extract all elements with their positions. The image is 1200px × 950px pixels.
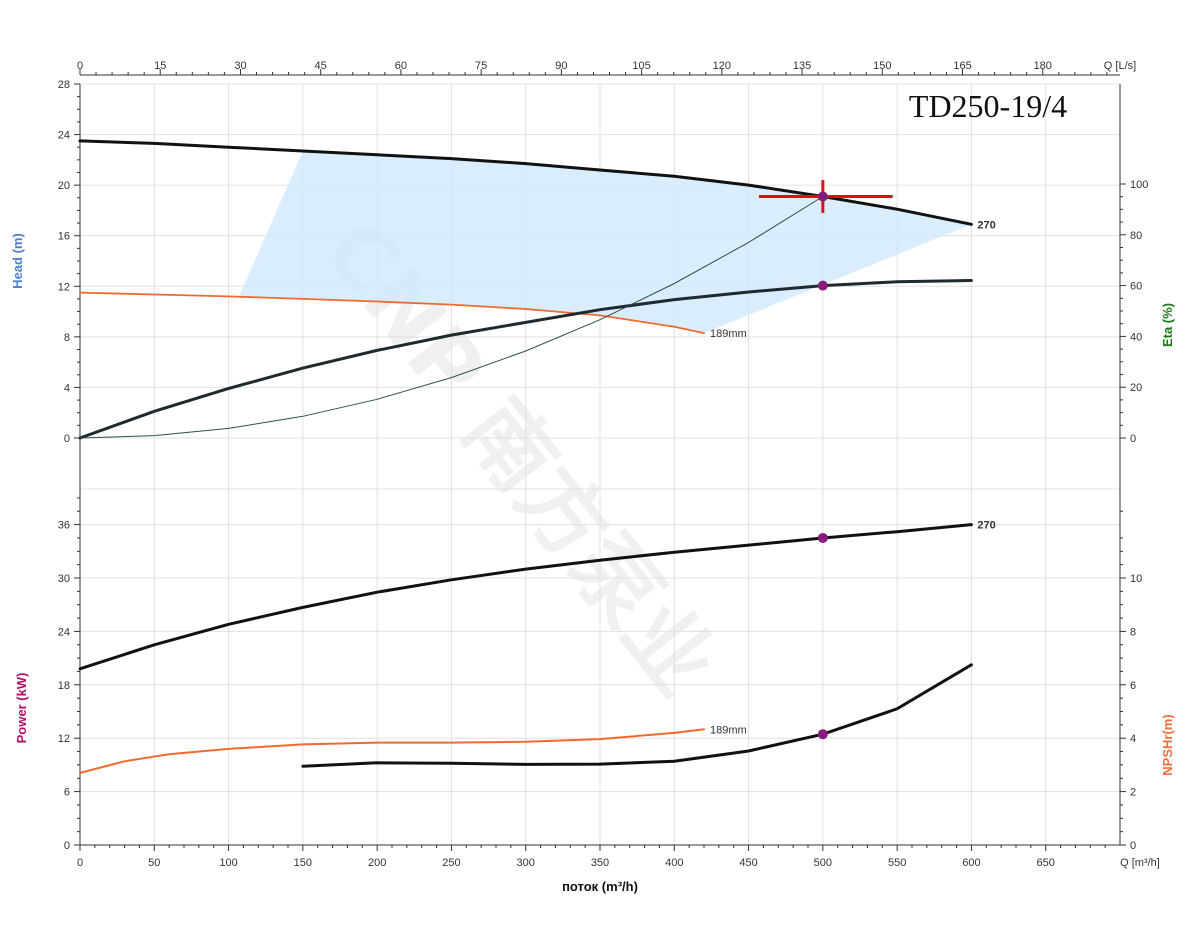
npsh-tick-label: 8 bbox=[1130, 626, 1136, 638]
head-tick-label: 28 bbox=[58, 79, 70, 91]
head-axis-title: Head (m) bbox=[10, 233, 25, 289]
power-tick-label: 24 bbox=[58, 626, 70, 638]
x-tick-label: 400 bbox=[665, 857, 683, 869]
x2-tick-label: 120 bbox=[713, 60, 731, 72]
power-tick-label: 18 bbox=[58, 680, 70, 692]
eta-tick-label: 60 bbox=[1130, 281, 1142, 293]
series-head-min-line bbox=[79, 291, 705, 334]
eta-axis-title: Eta (%) bbox=[1160, 303, 1175, 347]
x2-tick-label: 60 bbox=[395, 60, 407, 72]
series-head-min-label: 189mm bbox=[710, 328, 747, 340]
x2-tick-label: 45 bbox=[315, 60, 327, 72]
x2-tick-label: 30 bbox=[234, 60, 246, 72]
head-tick-label: 12 bbox=[58, 281, 70, 293]
series-npsh-line bbox=[301, 663, 973, 768]
x2-tick-label: 165 bbox=[953, 60, 971, 72]
duty-point-eta bbox=[817, 280, 828, 291]
x2-tick-label: 135 bbox=[793, 60, 811, 72]
x-tick-label: 600 bbox=[962, 857, 980, 869]
x-tick-label: 500 bbox=[814, 857, 832, 869]
x-tick-label: 250 bbox=[442, 857, 460, 869]
x-tick-label: 300 bbox=[517, 857, 535, 869]
npsh-tick-label: 2 bbox=[1130, 787, 1136, 799]
head-tick-label: 0 bbox=[64, 433, 70, 445]
head-tick-label: 8 bbox=[64, 332, 70, 344]
npsh-tick-label: 4 bbox=[1130, 733, 1136, 745]
head-tick-label: 16 bbox=[58, 231, 70, 243]
x2-tick-label: 105 bbox=[632, 60, 650, 72]
power-tick-label: 36 bbox=[58, 520, 70, 532]
eta-tick-label: 0 bbox=[1130, 433, 1136, 445]
series-power-label: 270 bbox=[977, 520, 995, 532]
head-tick-label: 4 bbox=[64, 382, 70, 394]
x2-tick-label: 180 bbox=[1034, 60, 1052, 72]
x2-tick-label: 0 bbox=[77, 60, 83, 72]
series-power-min-line bbox=[79, 728, 705, 774]
x-tick-label: 100 bbox=[219, 857, 237, 869]
npsh-tick-label: 10 bbox=[1130, 573, 1142, 585]
x-tick-label: 0 bbox=[77, 857, 83, 869]
x-tick-label: 200 bbox=[368, 857, 386, 869]
chart-title: TD250-19/4 bbox=[909, 88, 1067, 124]
power-tick-label: 12 bbox=[58, 733, 70, 745]
x-unit-label: Q [m³/h] bbox=[1120, 857, 1160, 869]
series-power-min-label: 189mm bbox=[710, 724, 747, 736]
x-tick-label: 550 bbox=[888, 857, 906, 869]
head-tick-label: 24 bbox=[58, 130, 70, 142]
eta-tick-label: 100 bbox=[1130, 179, 1148, 191]
head-tick-label: 20 bbox=[58, 180, 70, 192]
series-head-label: 270 bbox=[977, 219, 995, 231]
axes: 0 50 100 150 200 250 300 350 400 450 500 550 600 650 Q… bbox=[10, 60, 1175, 894]
x2-tick-label: 75 bbox=[475, 60, 487, 72]
power-tick-label: 30 bbox=[58, 573, 70, 585]
duty-point-npsh bbox=[817, 729, 828, 740]
x-axis-title: поток (m³/h) bbox=[562, 879, 638, 894]
npsh-tick-label: 0 bbox=[1130, 840, 1136, 852]
x-tick-label: 50 bbox=[148, 857, 160, 869]
x2-tick-label: 150 bbox=[873, 60, 891, 72]
duty-point-head bbox=[817, 191, 828, 202]
x-tick-label: 450 bbox=[739, 857, 757, 869]
power-tick-label: 0 bbox=[64, 840, 70, 852]
x2-tick-label: 90 bbox=[555, 60, 567, 72]
markers bbox=[758, 180, 893, 740]
duty-point-power bbox=[817, 532, 828, 543]
power-axis-title: Power (kW) bbox=[14, 673, 29, 744]
series-system-line bbox=[79, 196, 824, 439]
npsh-axis-title: NPSHr(m) bbox=[1160, 714, 1175, 775]
eta-tick-label: 80 bbox=[1130, 230, 1142, 242]
eta-tick-label: 20 bbox=[1130, 382, 1142, 394]
eta-tick-label: 40 bbox=[1130, 331, 1142, 343]
x2-tick-label: 15 bbox=[154, 60, 166, 72]
npsh-tick-label: 6 bbox=[1130, 680, 1136, 692]
x-tick-label: 650 bbox=[1037, 857, 1055, 869]
x-tick-label: 350 bbox=[591, 857, 609, 869]
x-tick-label: 150 bbox=[294, 857, 312, 869]
power-tick-label: 6 bbox=[64, 787, 70, 799]
x2-unit-label: Q [L/s] bbox=[1104, 60, 1136, 72]
